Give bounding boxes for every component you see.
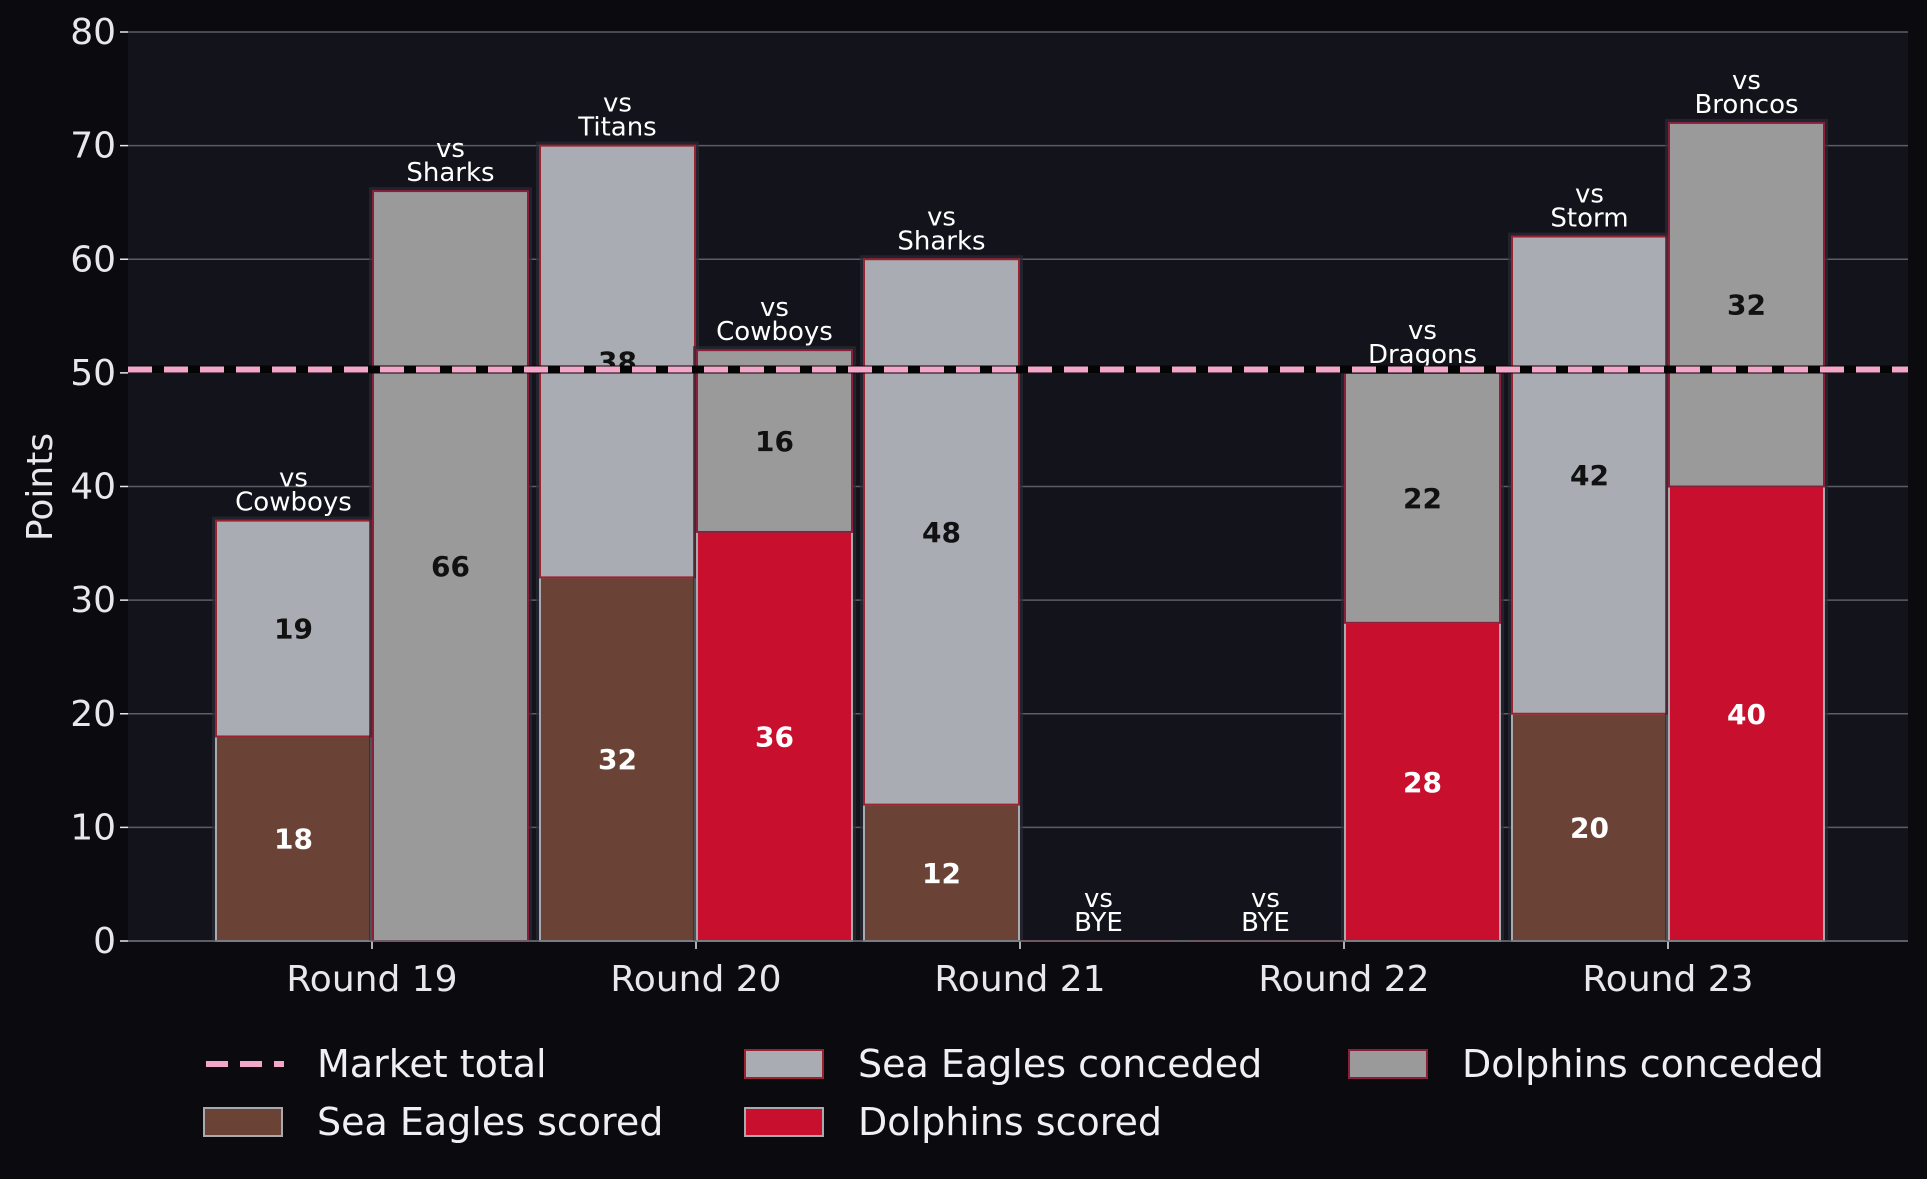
y-axis-label: Points	[20, 433, 61, 541]
segment-value-label: 36	[755, 720, 794, 753]
y-tick-label: 50	[70, 353, 116, 394]
bar-segment-sea_eagles-scored	[1511, 712, 1668, 942]
bar-segment-dolphins-conceded	[1668, 121, 1825, 488]
segment-value-label: 32	[598, 743, 637, 776]
legend-swatch	[1348, 1049, 1428, 1079]
segment-value-label: 38	[598, 346, 637, 379]
segment-value-label: 18	[274, 823, 313, 856]
bar-segment-sea_eagles-scored	[215, 735, 372, 942]
segment-labels: 18 19 66 32 38 36 16 12 48 28 22 20 42 40 32	[274, 289, 1766, 890]
bars	[212, 118, 1828, 943]
segment-value-label: 19	[274, 613, 313, 646]
opponent-label-name: Storm	[1550, 204, 1628, 234]
segment-value-label: 40	[1727, 698, 1766, 731]
legend-swatch	[744, 1049, 824, 1079]
segment-value-label: 32	[1727, 289, 1766, 322]
bar-segment-dolphins-scored	[1344, 621, 1501, 942]
bar-segment-sea_eagles-conceded	[1511, 235, 1668, 715]
y-tick-label: 60	[70, 239, 116, 280]
bar-segment-dolphins-scored	[696, 530, 853, 942]
opponent-label-name: Cowboys	[716, 317, 833, 347]
segment-value-label: 22	[1403, 482, 1442, 515]
opponent-label-name: Broncos	[1694, 90, 1798, 120]
opponent-label-name: Dragons	[1368, 340, 1477, 370]
opponent-label-vs: vs	[1408, 316, 1437, 346]
opponent-label-vs: vs	[1732, 66, 1761, 96]
opponent-label-name: Sharks	[406, 158, 494, 188]
opponent-label-vs: vs	[1084, 884, 1113, 914]
y-tick-label: 10	[70, 807, 116, 848]
opponent-label-vs: vs	[1575, 180, 1604, 210]
segment-value-label: 42	[1570, 459, 1609, 492]
bar-segment-dolphins-conceded	[696, 349, 853, 533]
opponent-label-name: BYE	[1241, 908, 1290, 938]
bar-segment-sea_eagles-scored	[863, 803, 1020, 943]
opponent-label-vs: vs	[279, 464, 308, 494]
legend-label: Sea Eagles scored	[317, 1100, 663, 1144]
y-axis: 0 10 20 30 40 50 60 70 80	[70, 12, 128, 962]
legend-label: Dolphins conceded	[1462, 1042, 1824, 1086]
legend-label: Dolphins scored	[858, 1100, 1162, 1144]
legend-label: Sea Eagles conceded	[858, 1042, 1262, 1086]
x-tick-label: Round 23	[1582, 959, 1753, 1000]
y-tick-label: 40	[70, 467, 116, 508]
opponent-label-vs: vs	[927, 202, 956, 232]
x-tick-label: Round 19	[286, 959, 457, 1000]
x-tick-label: Round 20	[610, 959, 781, 1000]
segment-value-label: 20	[1570, 811, 1609, 844]
y-tick-label: 30	[70, 580, 116, 621]
y-tick-label: 80	[70, 12, 116, 53]
x-tick-label: Round 21	[934, 959, 1105, 1000]
bar-segment-sea_eagles-conceded	[863, 258, 1020, 806]
opponent-label-vs: vs	[1251, 884, 1280, 914]
x-tick-label: Round 22	[1258, 959, 1429, 1000]
segment-value-label: 16	[755, 425, 794, 458]
segment-value-label: 66	[431, 550, 470, 583]
x-axis: Round 19 Round 20 Round 21 Round 22 Round 23	[128, 940, 1908, 1000]
opponent-label-name: BYE	[1074, 908, 1123, 938]
opponent-label-vs: vs	[436, 134, 465, 164]
segment-value-label: 12	[922, 857, 961, 890]
bar-segment-dolphins-conceded	[1344, 371, 1501, 624]
bar-segment-sea_eagles-conceded	[539, 144, 696, 579]
bar-segment-dolphins-scored	[1668, 485, 1825, 942]
segment-value-label: 28	[1403, 766, 1442, 799]
y-tick-label: 0	[93, 921, 116, 962]
opponent-labels: vsCowboysvsSharksvsTitansvsCowboysvsShar…	[235, 66, 1798, 938]
opponent-label-name: Sharks	[897, 226, 985, 256]
legend-label: Market total	[317, 1042, 547, 1086]
y-tick-label: 20	[70, 694, 116, 735]
bar-segment-dolphins-conceded	[372, 190, 529, 942]
legend-swatch	[744, 1107, 824, 1137]
opponent-label-name: Cowboys	[235, 488, 352, 518]
opponent-label-vs: vs	[603, 89, 632, 119]
y-tick-label: 70	[70, 126, 116, 167]
legend: Market total Sea Eagles conceded Dolphins …	[203, 1042, 1824, 1144]
legend-swatch	[203, 1107, 283, 1137]
opponent-label-name: Titans	[577, 113, 656, 143]
opponent-label-vs: vs	[760, 293, 789, 323]
segment-value-label: 48	[922, 516, 961, 549]
